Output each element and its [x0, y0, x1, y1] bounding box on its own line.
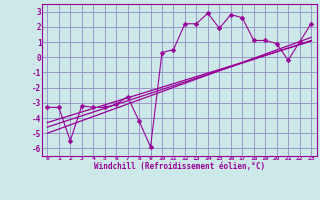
- X-axis label: Windchill (Refroidissement éolien,°C): Windchill (Refroidissement éolien,°C): [94, 162, 265, 171]
